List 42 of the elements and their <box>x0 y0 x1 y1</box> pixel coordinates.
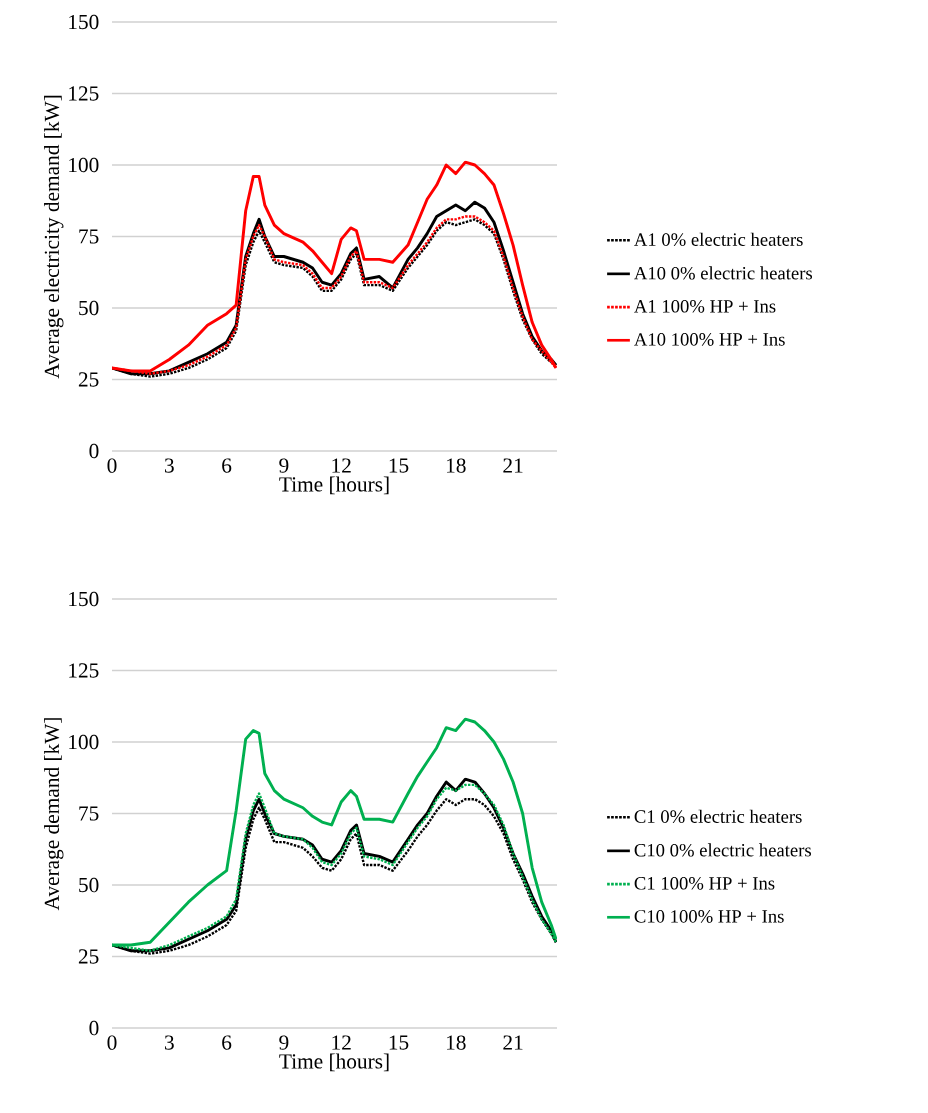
y-tick-label: 0 <box>89 1020 99 1036</box>
x-tick-label: 18 <box>447 458 466 473</box>
y-tick-label: 100 <box>69 157 99 173</box>
x-tick-label: 18 <box>447 1035 466 1050</box>
y-axis-title: Average demand [kW] <box>44 718 64 911</box>
y-tick-label: 75 <box>79 806 99 821</box>
x-tick-label: 21 <box>503 1035 523 1050</box>
x-tick-label: 12 <box>332 458 351 473</box>
x-tick-label: 0 <box>107 458 117 473</box>
x-tick-label: 0 <box>107 1035 117 1050</box>
y-tick-label: 25 <box>78 372 99 387</box>
x-tick-label: 6 <box>222 1035 232 1050</box>
legend-label: C1 0% electric heaters <box>634 809 802 823</box>
x-tick-label: 9 <box>279 458 289 473</box>
y-axis-title: Average electricity demand [kW] <box>44 95 64 379</box>
y-tick-label: 125 <box>69 663 99 678</box>
y-tick-label: 0 <box>89 443 99 459</box>
x-tick-label: 3 <box>164 1035 174 1050</box>
x-tick-label: 9 <box>279 1035 289 1050</box>
legend-label: C1 100% HP + Ins <box>634 876 775 890</box>
x-tick-label: 21 <box>503 458 523 473</box>
x-tick-label: 15 <box>389 458 409 473</box>
x-tick-label: 15 <box>389 1035 409 1050</box>
legend-label: A1 0% electric heaters <box>634 232 803 246</box>
legend-label: C10 100% HP + Ins <box>634 910 784 923</box>
y-tick-label: 25 <box>78 949 99 964</box>
legend-label: C10 0% electric heaters <box>634 843 811 857</box>
legend-label: A10 100% HP + Ins <box>634 333 785 346</box>
x-axis-title: Time [hours] <box>279 1053 389 1072</box>
y-tick-label: 50 <box>79 300 99 316</box>
y-tick-label: 75 <box>79 229 99 244</box>
y-tick-label: 150 <box>69 14 99 30</box>
y-tick-label: 125 <box>69 86 99 101</box>
legend-label: A10 0% electric heaters <box>634 266 813 280</box>
x-tick-label: 3 <box>164 458 174 473</box>
x-tick-label: 6 <box>222 458 232 473</box>
legend-label: A1 100% HP + Ins <box>634 299 776 313</box>
x-tick-label: 12 <box>332 1035 351 1050</box>
y-tick-label: 50 <box>79 877 99 893</box>
y-tick-label: 150 <box>69 591 99 607</box>
x-axis-title: Time [hours] <box>279 476 389 495</box>
y-tick-label: 100 <box>69 734 99 750</box>
